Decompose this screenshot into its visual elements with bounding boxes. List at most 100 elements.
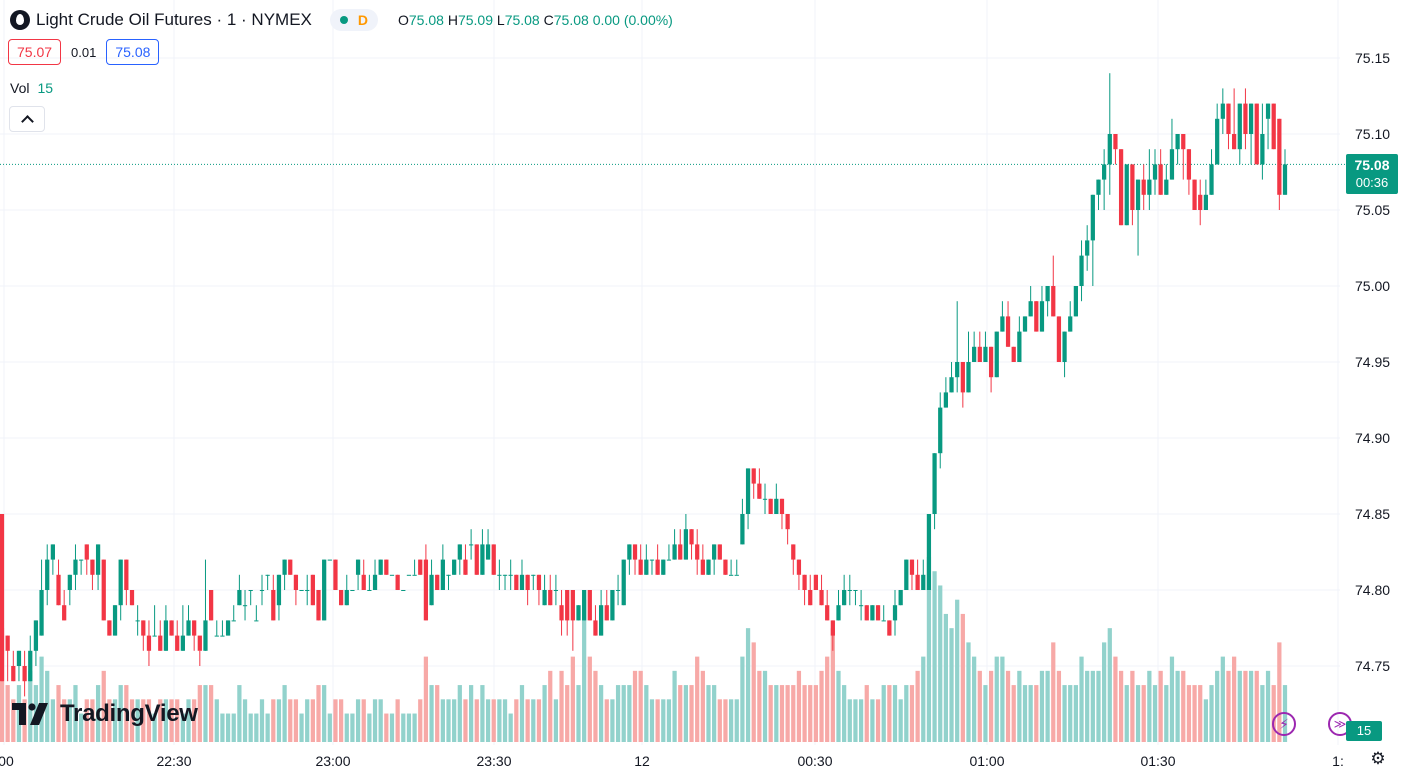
volume-bar	[344, 713, 349, 742]
candle-body	[553, 590, 559, 591]
volume-bar	[1237, 670, 1242, 742]
candle-body	[169, 620, 174, 636]
volume-bar	[1090, 670, 1095, 742]
volume-bar	[1271, 685, 1276, 742]
tradingview-logo[interactable]: TradingView	[12, 700, 198, 728]
market-open-dot-icon	[339, 16, 348, 24]
volume-bar	[192, 699, 197, 742]
volume-bar	[220, 713, 225, 742]
candle-body	[644, 559, 649, 575]
volume-bar	[1039, 670, 1045, 742]
volume-bar	[1243, 670, 1248, 742]
volume-bar	[864, 685, 869, 742]
x-tick-label: 12	[634, 753, 650, 769]
volume-bar	[559, 670, 564, 742]
candle-body	[723, 559, 728, 575]
candle-body	[598, 605, 604, 636]
volume-bar	[842, 685, 847, 742]
volume-bar	[225, 713, 231, 742]
collapse-legend-button[interactable]	[9, 106, 45, 132]
candle-body	[197, 635, 202, 651]
volume-bar	[1277, 642, 1282, 742]
volume-bar	[519, 685, 525, 742]
volume-bar	[966, 642, 971, 742]
volume-bar	[1164, 685, 1169, 742]
candle-body	[1198, 194, 1203, 210]
chart-legend: Light Crude Oil Futures · 1 · NYMEX D O7…	[10, 8, 673, 32]
candle-body	[1254, 103, 1259, 165]
volume-bar	[1209, 685, 1214, 742]
y-tick-label: 75.15	[1355, 50, 1390, 66]
volume-bar	[808, 685, 813, 742]
volume-bar	[565, 685, 570, 742]
volume-bar	[39, 656, 44, 742]
volume-bar	[259, 699, 265, 742]
volume-bar	[440, 699, 445, 742]
candle-body	[1169, 149, 1175, 180]
candle-body	[1011, 346, 1016, 362]
candle-body	[943, 392, 949, 408]
volume-bar	[1260, 685, 1265, 742]
candle-body	[333, 559, 338, 590]
candle-body	[271, 590, 276, 621]
candle-body	[621, 559, 626, 606]
x-tick-label: 1:	[1332, 753, 1344, 769]
market-status-pill[interactable]: D	[329, 9, 378, 31]
volume-bar	[310, 699, 315, 742]
volume-bar	[84, 699, 89, 742]
volume-bar	[751, 642, 756, 742]
volume-bar	[695, 656, 700, 742]
volume-bar	[378, 699, 383, 742]
volume-bar	[1226, 670, 1231, 742]
candle-body	[1265, 103, 1271, 119]
volume-bar	[757, 670, 762, 742]
volume-bar	[401, 713, 406, 742]
tv-logo-icon	[12, 703, 48, 725]
candle-body	[548, 590, 553, 606]
volume-bar	[1198, 685, 1203, 742]
candle-body	[237, 590, 242, 606]
candle-body	[796, 559, 802, 575]
symbol-title[interactable]: Light Crude Oil Futures · 1 · NYMEX	[36, 10, 312, 29]
candle-body	[932, 453, 937, 514]
volume-bar	[802, 685, 807, 742]
candle-body	[955, 362, 960, 378]
volume-bar	[955, 599, 960, 742]
volume-bar	[649, 699, 655, 742]
volume-legend[interactable]: Vol 15	[10, 80, 53, 96]
candle-body	[1260, 134, 1265, 165]
volume-bar	[45, 670, 50, 742]
volume-bar	[118, 685, 123, 742]
volume-bar	[548, 670, 553, 742]
volume-bar	[1158, 670, 1163, 742]
candle-body	[802, 574, 807, 590]
candle-body	[938, 407, 943, 454]
candle-body	[542, 590, 547, 606]
gear-icon[interactable]: ⚙	[1370, 749, 1386, 768]
candle-body	[870, 605, 875, 621]
candle-body	[1186, 149, 1192, 180]
candle-body	[146, 635, 152, 651]
oil-drop-icon	[10, 10, 30, 30]
candle-body	[915, 574, 920, 590]
volume-bar	[1051, 642, 1056, 742]
sell-price-button[interactable]: 75.07	[8, 39, 62, 65]
x-tick-label: 22:30	[156, 753, 191, 769]
volume-bar	[570, 656, 575, 742]
candle-body	[1096, 179, 1101, 195]
candle-body	[344, 590, 349, 606]
candle-body	[95, 544, 101, 575]
candle-body	[175, 635, 180, 651]
candle-body	[751, 468, 756, 484]
volume-bar	[463, 699, 468, 742]
volume-bar	[1232, 656, 1237, 742]
volume-bar	[1113, 656, 1118, 742]
delayed-badge: D	[357, 12, 368, 28]
volume-bar	[898, 699, 903, 742]
candle-body	[960, 362, 965, 393]
lightning-icon[interactable]: ⚡	[1272, 712, 1296, 736]
buy-price-button[interactable]: 75.08	[106, 39, 160, 65]
candle-body	[468, 544, 474, 546]
volume-bar	[141, 699, 146, 742]
